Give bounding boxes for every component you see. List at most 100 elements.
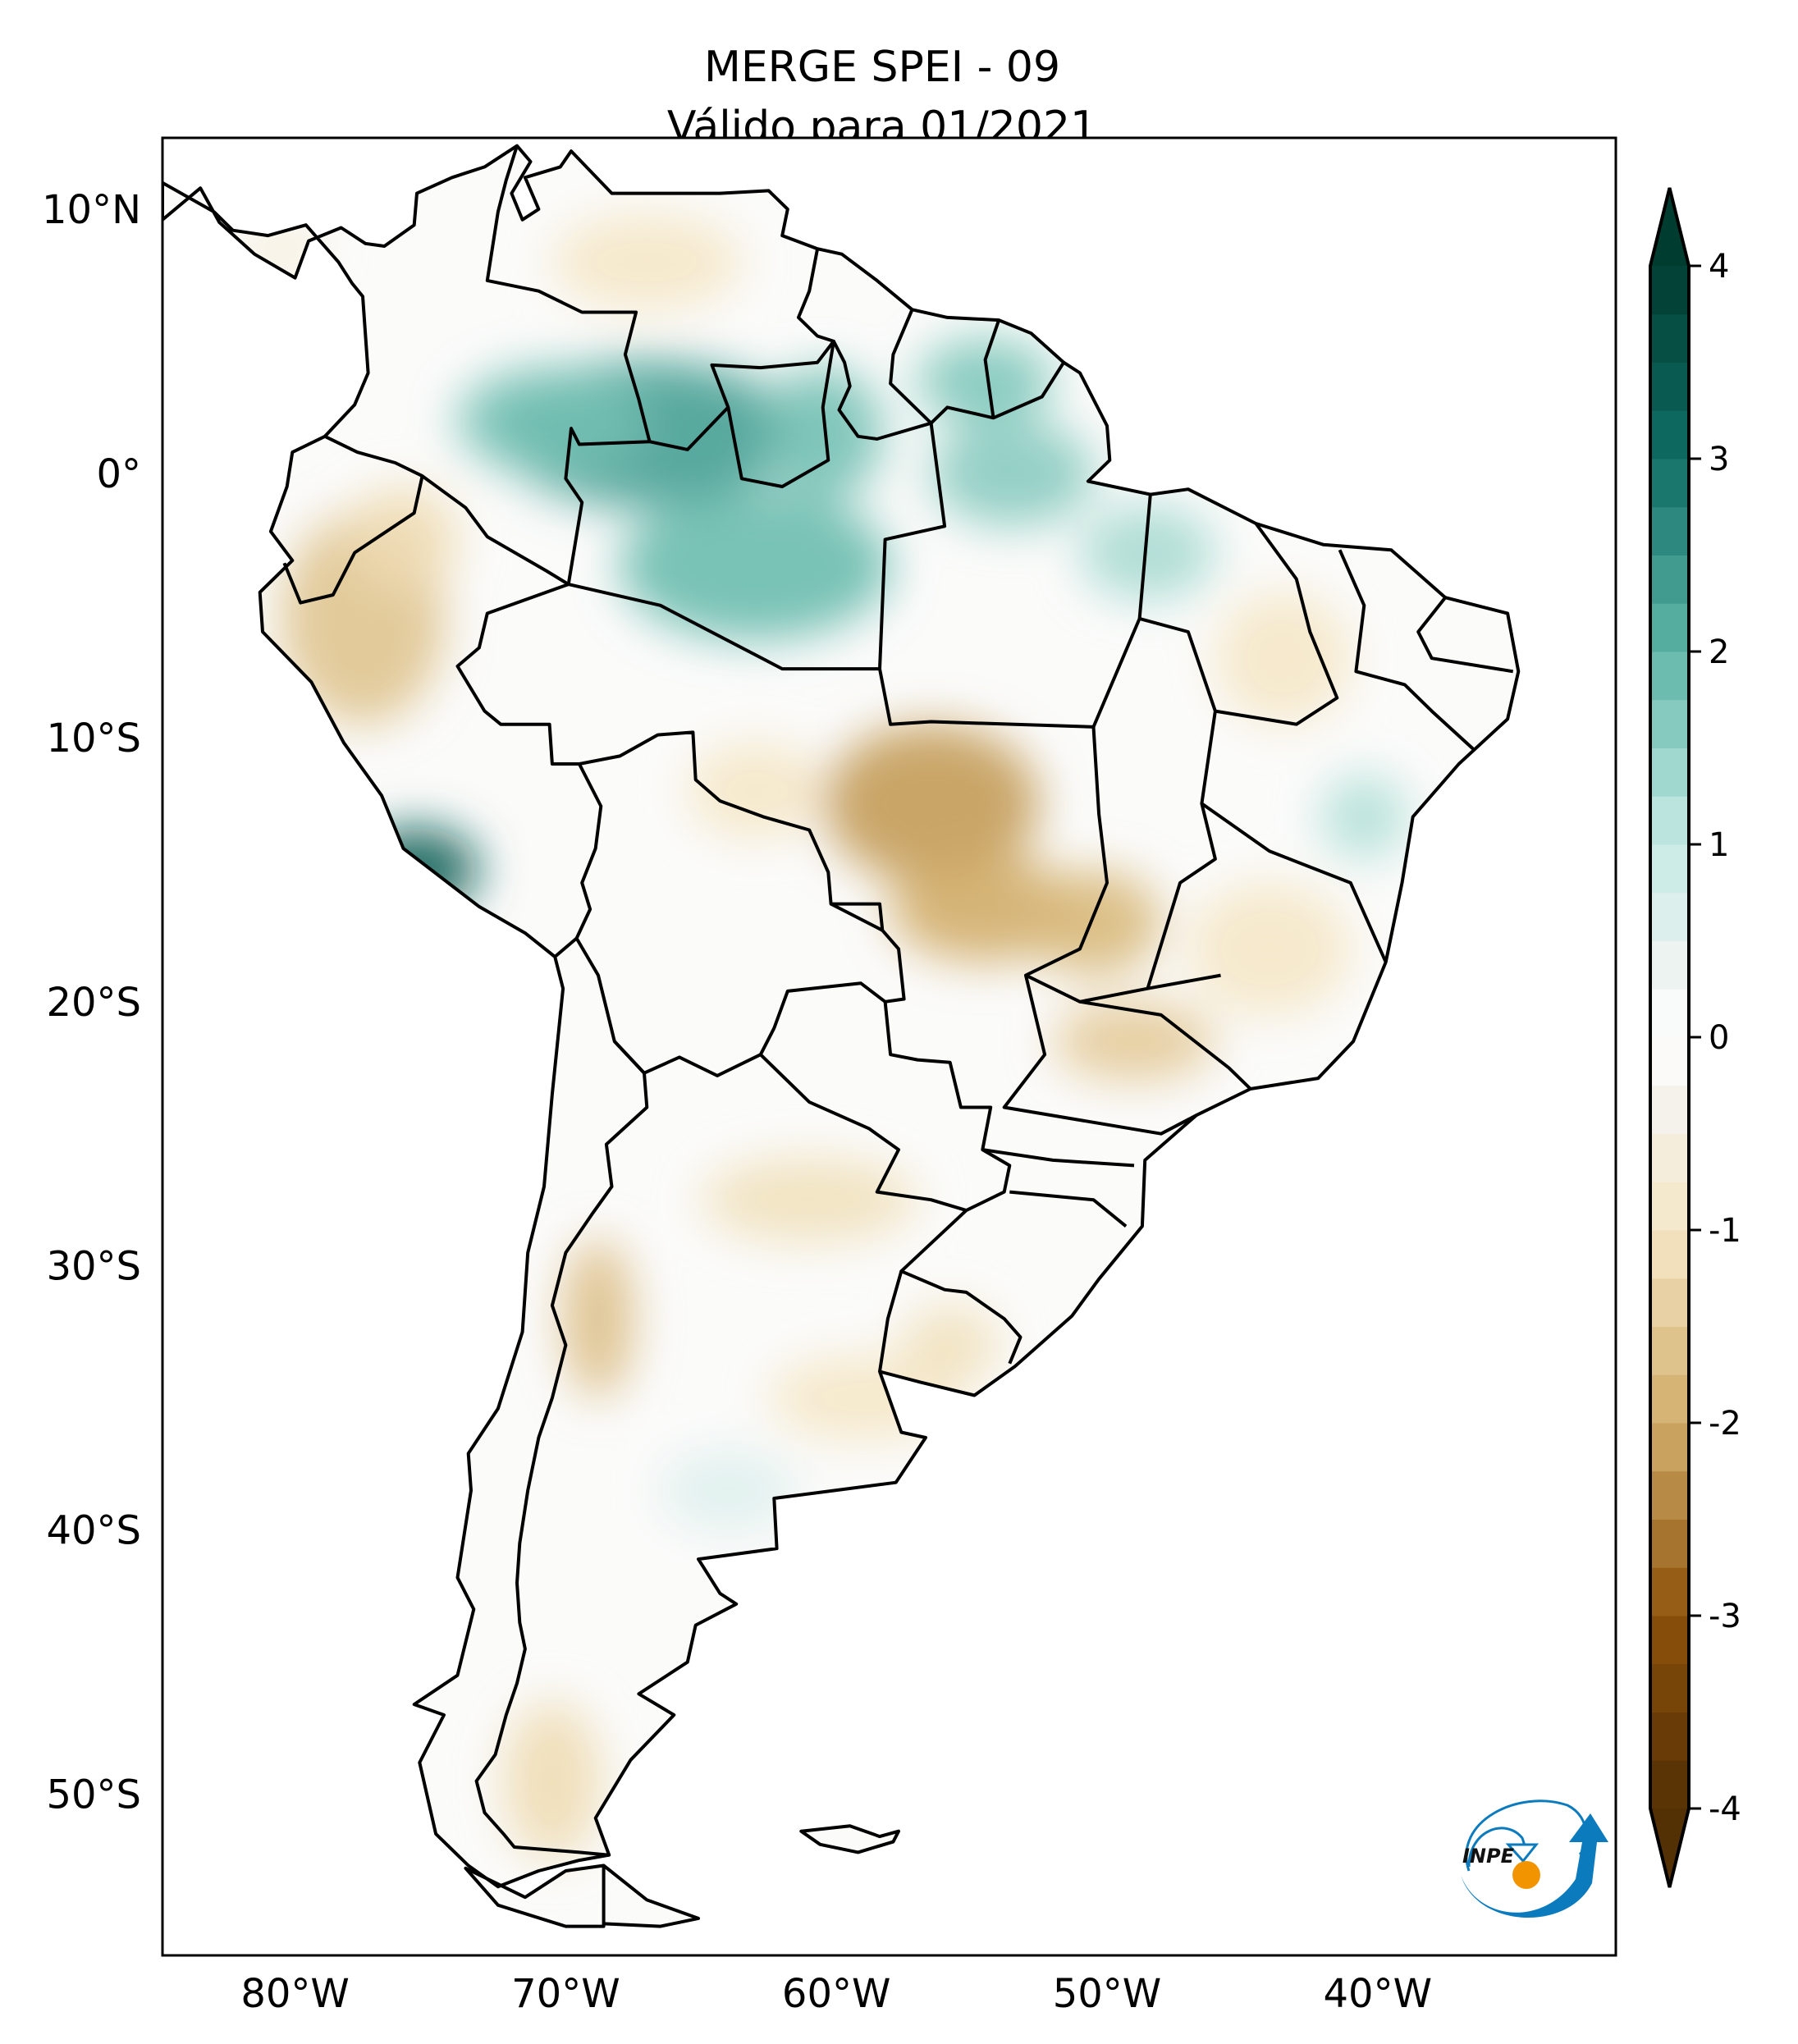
logo-arrow-up-icon [1461, 1813, 1608, 1918]
border-line [983, 319, 1000, 418]
x-tick-label: 60°W [782, 1971, 891, 2017]
border-line [878, 1270, 904, 1372]
colorbar-band [1650, 506, 1689, 556]
border-line [282, 475, 424, 605]
logo-arrow-down-icon [1505, 1843, 1540, 1863]
border-line [1002, 975, 1197, 1136]
colorbar-extend-min [1650, 1809, 1689, 1887]
colorbar-band [1650, 1278, 1689, 1327]
colorbar-band [1650, 748, 1689, 797]
inpe-logo: INPE [1461, 1799, 1608, 1918]
colorbar-band [1650, 1663, 1689, 1712]
border-line [878, 423, 947, 670]
border-line [485, 145, 652, 442]
anomaly-rondonia-dry [687, 743, 823, 839]
colorbar-band [1650, 1230, 1689, 1279]
colorbar-band [1650, 1374, 1689, 1424]
colorbar-band [1650, 1423, 1689, 1472]
colorbar-band [1650, 1085, 1689, 1134]
colorbar-band [1650, 844, 1689, 894]
anomaly-chaco-dry [701, 1157, 918, 1242]
border-line [1024, 726, 1221, 1004]
anomaly-colombia-llanos-wet [457, 368, 647, 473]
border-line [1009, 1190, 1128, 1228]
colorbar-band [1650, 1712, 1689, 1761]
colorbar-tick-label: -4 [1709, 1790, 1741, 1828]
colorbar-band [1650, 699, 1689, 748]
colorbar-band [1650, 266, 1689, 315]
x-tick-label: 40°W [1324, 1971, 1433, 2017]
logo-text: INPE [1462, 1845, 1515, 1868]
colorbar-band [1650, 1470, 1689, 1520]
anomaly-patagonia-south-dry [503, 1701, 602, 1861]
coastline-tierra-del-fuego [464, 1863, 700, 1928]
colorbar-tick-label: -2 [1709, 1405, 1741, 1443]
colorbar-band [1650, 892, 1689, 941]
border-line [1201, 802, 1388, 963]
colorbar-band [1650, 603, 1689, 652]
anomaly-amapa-para-wet [931, 420, 1094, 527]
anomaly-bahia-wet [1320, 774, 1408, 859]
border-line [649, 248, 835, 451]
colorbar-band [1650, 362, 1689, 411]
colorbar-band [1650, 459, 1689, 508]
colorbar-tick-label: 1 [1709, 826, 1729, 864]
border-line [1338, 549, 1476, 752]
coastline-falklands [799, 1824, 900, 1854]
colorbar-band [1650, 555, 1689, 604]
border-line [726, 341, 835, 488]
colorbar-band [1650, 1616, 1689, 1665]
border-line [889, 309, 932, 425]
anomaly-goias-dry [1026, 869, 1161, 976]
anomaly-central-argentina-wet [660, 1451, 796, 1530]
anomaly-roraima-wet [763, 368, 883, 501]
anomaly-sao-paulo-dry [1053, 1001, 1215, 1081]
y-tick-label: 10°N [42, 187, 141, 233]
colorbar-band [1650, 1760, 1689, 1809]
colorbar: 4 3 2 1 0 -1 -2 -3 -4 [1649, 187, 1741, 1888]
border-line [574, 937, 886, 1077]
logo-swirl-inner [1467, 1827, 1528, 1868]
colorbar-tick-label: 4 [1709, 248, 1729, 286]
colorbar-band [1650, 1037, 1689, 1086]
colorbar-band [1650, 1133, 1689, 1182]
colorbar-band [1650, 652, 1689, 701]
plot-frame [161, 136, 1617, 1957]
colorbar-band [1650, 1182, 1689, 1231]
border-line [1215, 522, 1339, 726]
x-tick-label: 50°W [1053, 1971, 1162, 2017]
border-line [830, 902, 884, 932]
chart-title: MERGE SPEI - 09 [703, 43, 1061, 92]
y-tick-label: 40°S [46, 1508, 141, 1554]
anomaly-mato-grosso-dry [822, 724, 1040, 883]
colorbar-band [1650, 940, 1689, 990]
anomaly-piaui-dry [1215, 592, 1351, 725]
colorbar-tick-label: -1 [1709, 1212, 1741, 1250]
anomaly-minas-dry [1187, 882, 1351, 1015]
colorbar-tick-label: 3 [1709, 441, 1729, 478]
colorbar-band [1650, 1326, 1689, 1375]
coastline [162, 144, 1521, 1889]
colorbar-tick-label: 2 [1709, 633, 1729, 671]
anomaly-ecuador-peru-dry [349, 486, 458, 592]
x-tick-label: 80°W [240, 1971, 350, 2017]
colorbar-band [1650, 313, 1689, 363]
anomaly-central-amazon-wet [620, 492, 891, 640]
border-line [579, 730, 1023, 1365]
anomaly-para-east-wet [1080, 505, 1215, 601]
y-tick-label: 0° [96, 451, 141, 497]
country-borders [162, 144, 1521, 1928]
y-axis: 10°N 0° 10°S 20°S 30°S 40°S 50°S [42, 187, 141, 1818]
colorbar-band [1650, 796, 1689, 845]
map-area[interactable] [162, 138, 1616, 1955]
colorbar-tick-label: -3 [1709, 1598, 1741, 1635]
logo-sun-icon [1512, 1861, 1540, 1889]
border-line [455, 583, 603, 958]
anomaly-argentina-andes-dry [563, 1239, 634, 1398]
x-axis: 80°W 70°W 60°W 50°W 40°W [240, 1971, 1432, 2017]
border-line [759, 1053, 968, 1213]
colorbar-extend-max [1650, 188, 1689, 266]
border-line [832, 340, 1065, 441]
colorbar-band [1650, 410, 1689, 460]
